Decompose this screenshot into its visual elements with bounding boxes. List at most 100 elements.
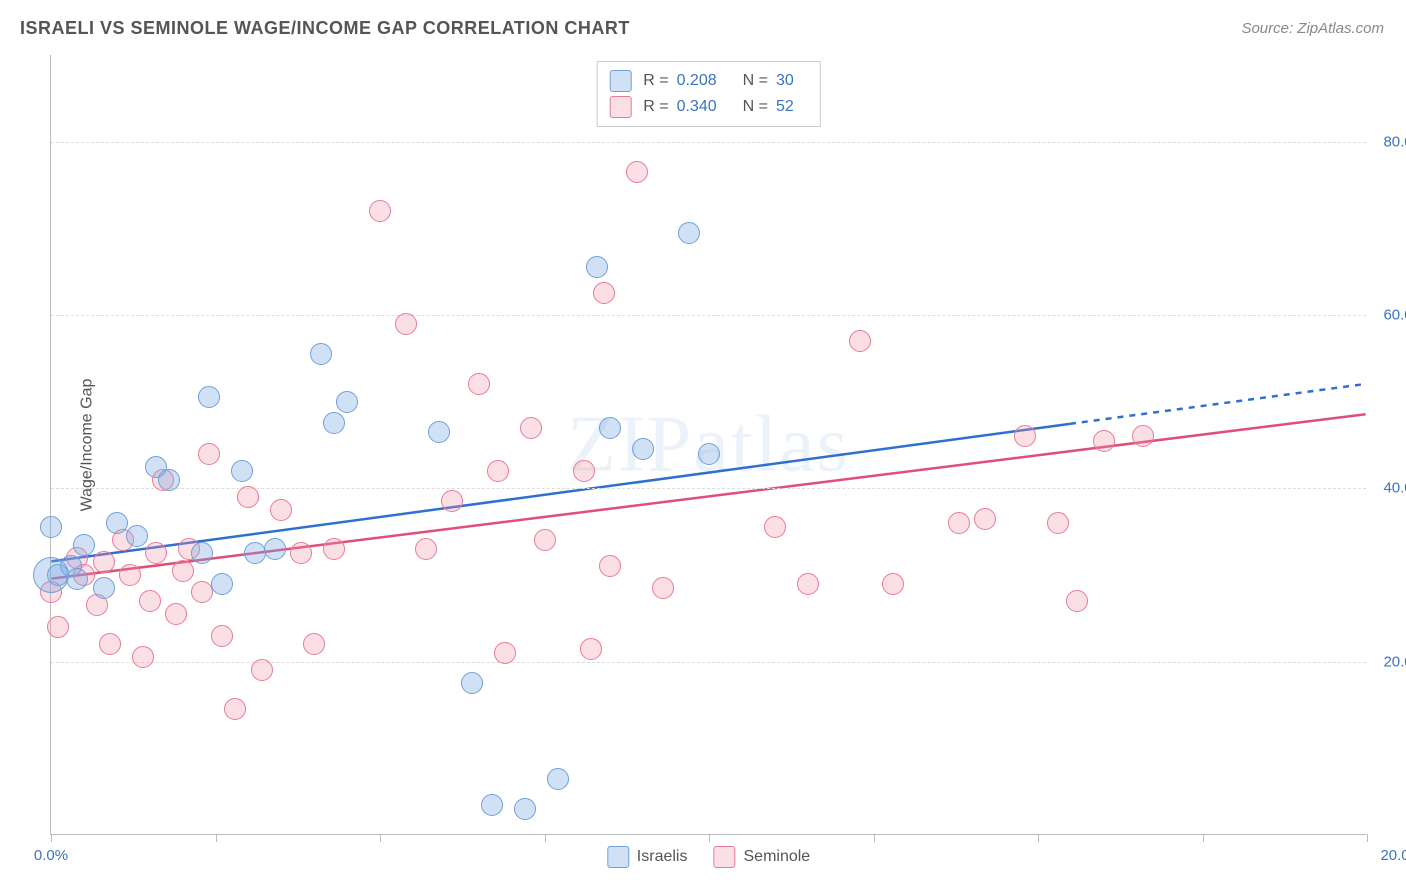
x-tick	[1367, 834, 1368, 842]
seminole-point	[165, 603, 187, 625]
israelis-point	[428, 421, 450, 443]
seminole-point	[974, 508, 996, 530]
seminole-point	[237, 486, 259, 508]
seminole-point	[534, 529, 556, 551]
israelis-point	[698, 443, 720, 465]
r-value: 0.340	[677, 94, 717, 120]
israelis-point	[632, 438, 654, 460]
seminole-point	[882, 573, 904, 595]
seminole-point	[191, 581, 213, 603]
seminole-point	[520, 417, 542, 439]
seminole-point	[172, 560, 194, 582]
x-tick	[545, 834, 546, 842]
r-label: R =	[643, 68, 668, 94]
series-legend: Israelis Seminole	[607, 846, 810, 868]
y-tick-label: 20.0%	[1371, 653, 1406, 670]
seminole-point	[145, 542, 167, 564]
israelis-point	[66, 568, 88, 590]
israelis-point	[73, 534, 95, 556]
israelis-point	[310, 343, 332, 365]
seminole-point	[415, 538, 437, 560]
grid-line	[51, 142, 1366, 143]
israelis-point	[336, 391, 358, 413]
israelis-point	[599, 417, 621, 439]
y-tick-label: 60.0%	[1371, 307, 1406, 324]
x-tick	[1038, 834, 1039, 842]
seminole-point	[441, 490, 463, 512]
israelis-point	[198, 386, 220, 408]
israelis-point	[481, 794, 503, 816]
seminole-point	[652, 577, 674, 599]
seminole-point	[797, 573, 819, 595]
israelis-point	[211, 573, 233, 595]
x-tick	[1203, 834, 1204, 842]
swatch-icon	[609, 70, 631, 92]
seminole-point	[47, 616, 69, 638]
israelis-point	[323, 412, 345, 434]
r-value: 0.208	[677, 68, 717, 94]
seminole-point	[1047, 512, 1069, 534]
seminole-point	[323, 538, 345, 560]
swatch-icon	[609, 96, 631, 118]
x-tick	[51, 834, 52, 842]
chart-container: ISRAELI VS SEMINOLE WAGE/INCOME GAP CORR…	[0, 0, 1406, 892]
seminole-point	[626, 161, 648, 183]
swatch-icon	[713, 846, 735, 868]
israelis-point	[547, 768, 569, 790]
seminole-point	[1066, 590, 1088, 612]
seminole-point	[290, 542, 312, 564]
plot-area: Wage/Income Gap ZIPatlas R =0.208N =30R …	[50, 55, 1366, 835]
x-tick	[709, 834, 710, 842]
legend-label: Israelis	[637, 848, 688, 866]
seminole-point	[487, 460, 509, 482]
x-tick	[874, 834, 875, 842]
seminole-point	[573, 460, 595, 482]
seminole-point	[395, 313, 417, 335]
israelis-point	[514, 798, 536, 820]
seminole-point	[948, 512, 970, 534]
legend-label: Seminole	[743, 848, 810, 866]
chart-title: ISRAELI VS SEMINOLE WAGE/INCOME GAP CORR…	[20, 18, 630, 39]
seminole-point	[593, 282, 615, 304]
israelis-point	[231, 460, 253, 482]
x-tick-label: 20.0%	[1380, 847, 1406, 864]
n-label: N =	[743, 94, 768, 120]
seminole-point	[1132, 425, 1154, 447]
israelis-point	[158, 469, 180, 491]
grid-line	[51, 662, 1366, 663]
x-tick	[216, 834, 217, 842]
seminole-point	[580, 638, 602, 660]
israelis-point	[678, 222, 700, 244]
stats-row-israelis: R = 0.208 N = 30	[609, 68, 808, 94]
x-tick-label: 0.0%	[34, 847, 68, 864]
y-tick-label: 80.0%	[1371, 133, 1406, 150]
n-value: 30	[776, 68, 794, 94]
israelis-point	[191, 542, 213, 564]
x-tick	[380, 834, 381, 842]
israelis-point	[47, 564, 69, 586]
seminole-point	[494, 642, 516, 664]
seminole-point	[211, 625, 233, 647]
legend-item-seminole: Seminole	[713, 846, 810, 868]
seminole-point	[198, 443, 220, 465]
swatch-icon	[607, 846, 629, 868]
y-axis-label: Wage/Income Gap	[78, 378, 96, 511]
israelis-point	[93, 577, 115, 599]
grid-line	[51, 315, 1366, 316]
seminole-point	[139, 590, 161, 612]
seminole-point	[468, 373, 490, 395]
israelis-point	[461, 672, 483, 694]
seminole-point	[119, 564, 141, 586]
seminole-point	[599, 555, 621, 577]
seminole-point	[224, 698, 246, 720]
seminole-point	[1014, 425, 1036, 447]
source-label: Source: ZipAtlas.com	[1241, 20, 1384, 37]
stats-row-seminole: R =0.340N =52	[609, 94, 808, 120]
seminole-point	[849, 330, 871, 352]
n-label: N =	[743, 68, 768, 94]
seminole-point	[251, 659, 273, 681]
seminole-point	[303, 633, 325, 655]
seminole-point	[369, 200, 391, 222]
seminole-point	[93, 551, 115, 573]
seminole-point	[99, 633, 121, 655]
